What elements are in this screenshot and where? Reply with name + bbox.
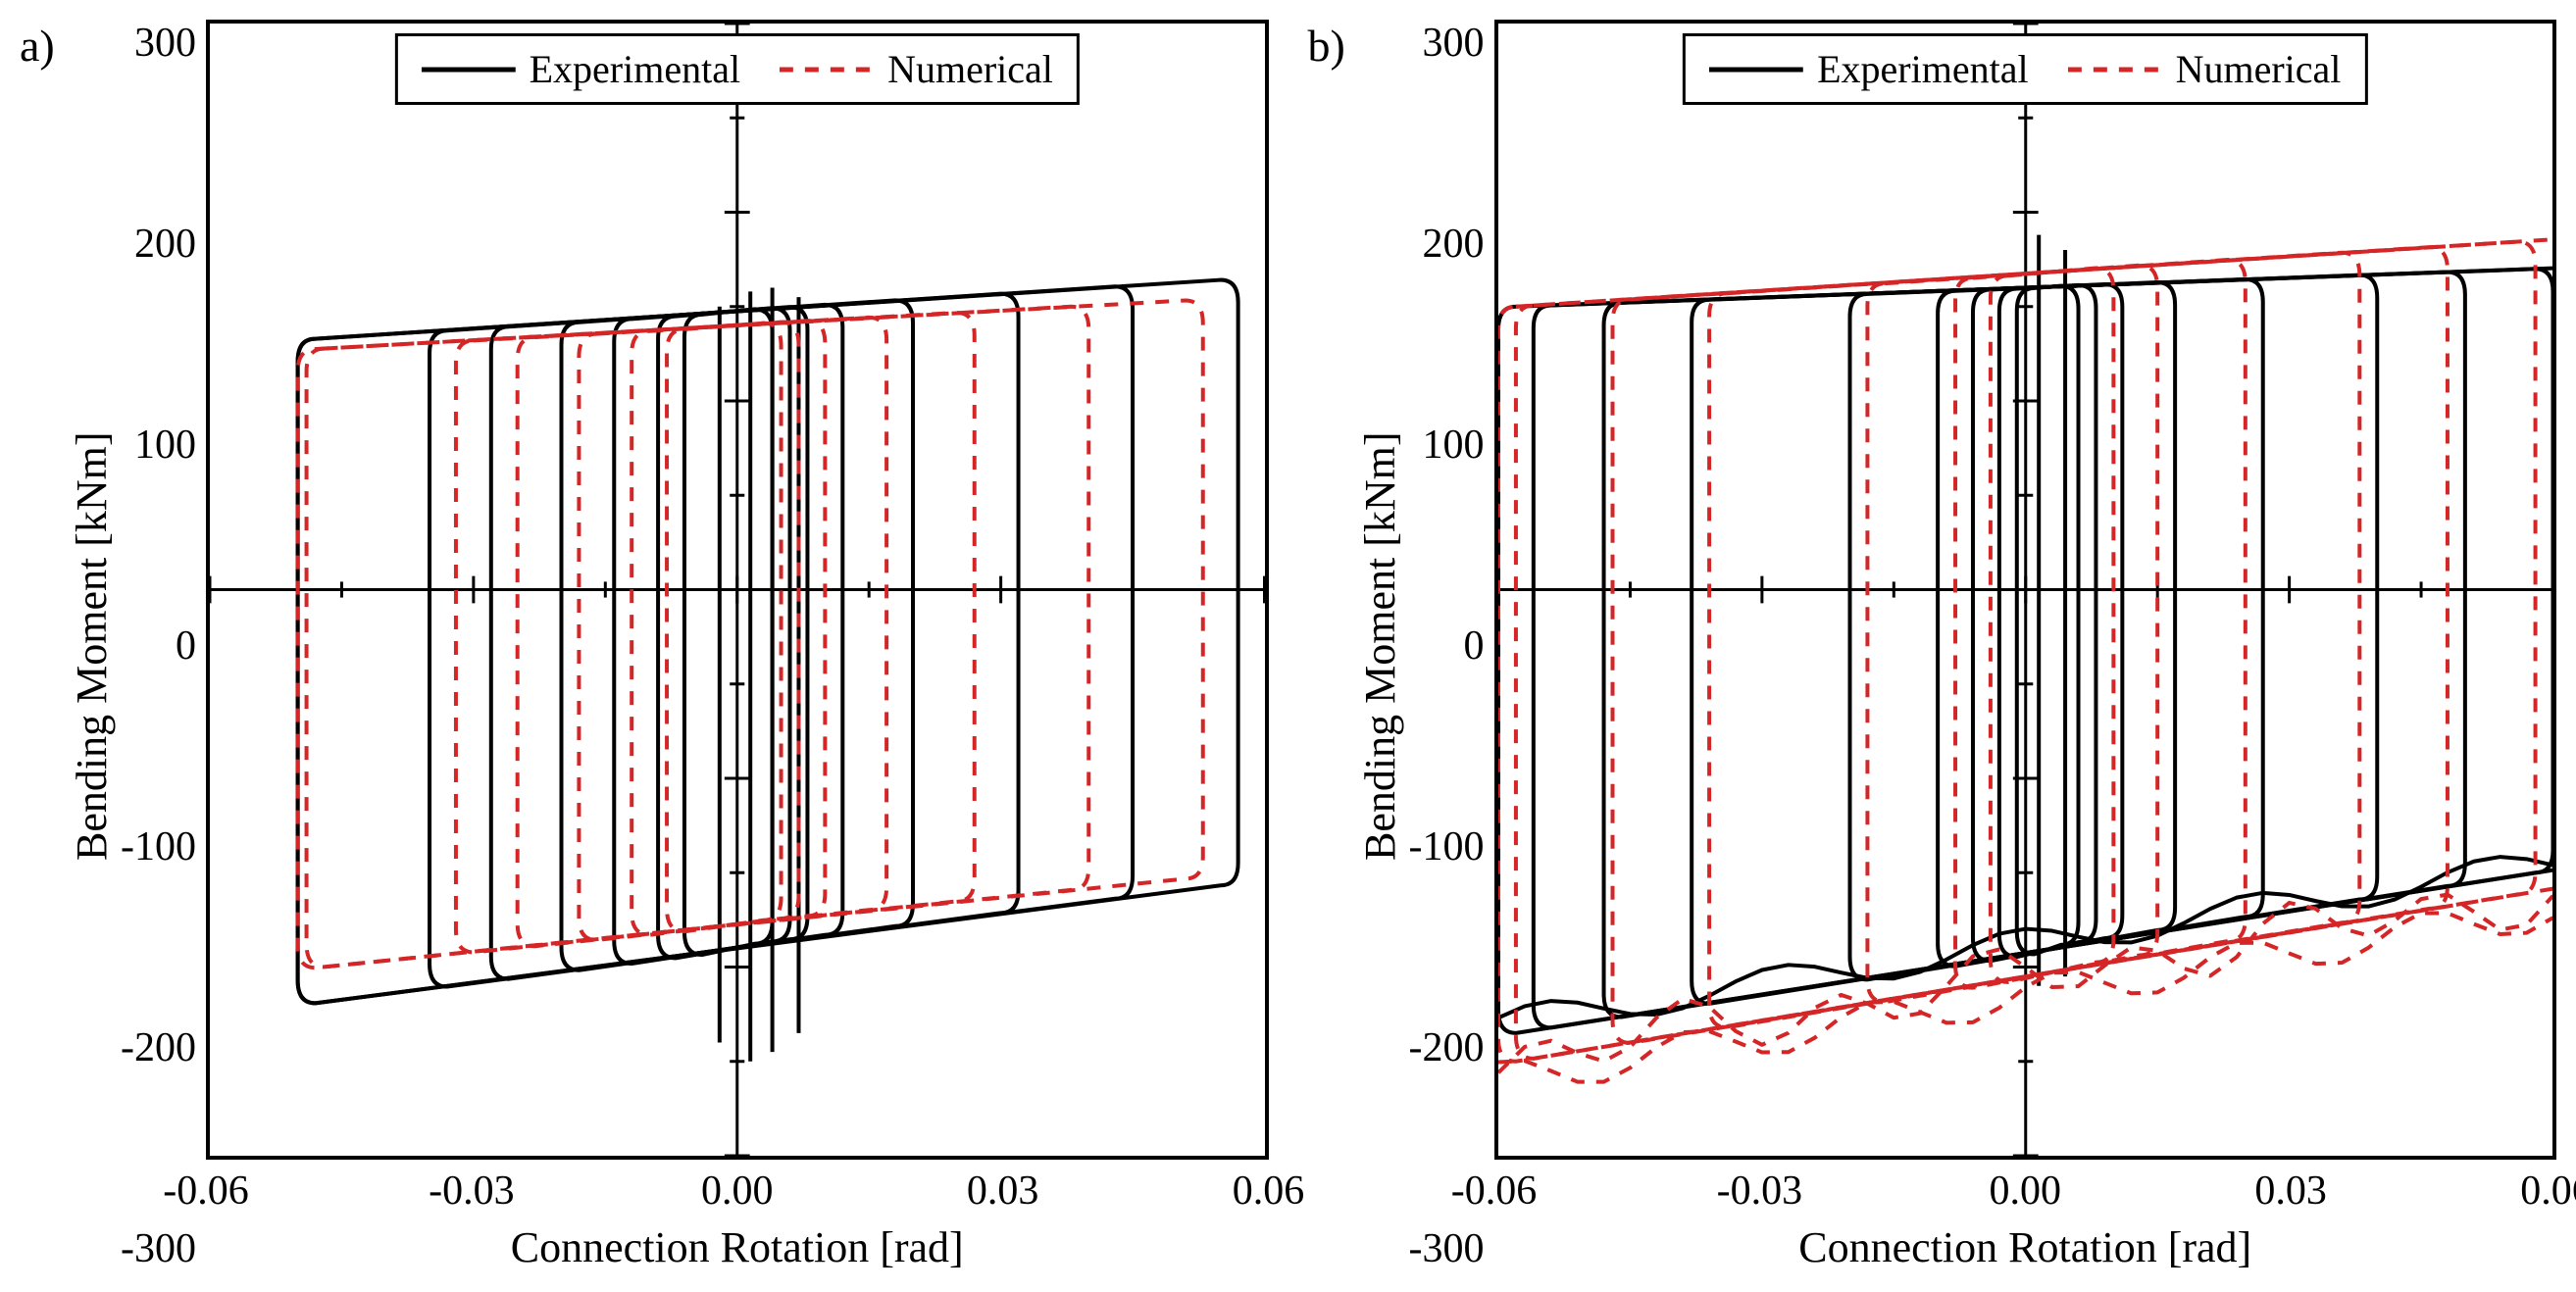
panel-a-label: a) (20, 20, 55, 72)
legend-label: Numerical (2176, 46, 2342, 92)
legend-label: Numerical (887, 46, 1053, 92)
legend-item: Numerical (780, 46, 1053, 92)
xticks-a: -0.06-0.030.000.030.06 (206, 1160, 1269, 1217)
xlabel-a: Connection Rotation [rad] (206, 1217, 1269, 1272)
legend-b: Experimental Numerical (1683, 33, 2367, 105)
legend-label: Experimental (1817, 46, 2028, 92)
figure: a) Bending Moment [kNm] 3002001000-100-2… (20, 20, 2556, 1272)
plot-a-svg (210, 24, 1265, 1156)
panel-b-label: b) (1308, 20, 1345, 72)
legend-label: Experimental (530, 46, 740, 92)
legend-item: Experimental (1709, 46, 2028, 92)
panel-b: b) Bending Moment [kNm] 3002001000-100-2… (1308, 20, 2557, 1272)
plot-b-svg (1498, 24, 2553, 1156)
yticks-a: 3002001000-100-200-300 (121, 20, 206, 1272)
plot-b: Experimental Numerical (1494, 20, 2557, 1160)
legend-item: Experimental (422, 46, 740, 92)
xlabel-b: Connection Rotation [rad] (1494, 1217, 2557, 1272)
legend-a: Experimental Numerical (395, 33, 1080, 105)
plot-a: Experimental Numerical (206, 20, 1269, 1160)
legend-item: Numerical (2068, 46, 2342, 92)
ylabel-b: Bending Moment [kNm] (1351, 20, 1409, 1272)
ylabel-a: Bending Moment [kNm] (63, 20, 121, 1272)
xticks-b: -0.06-0.030.000.030.06 (1494, 1160, 2557, 1217)
panel-a: a) Bending Moment [kNm] 3002001000-100-2… (20, 20, 1269, 1272)
yticks-b: 3002001000-100-200-300 (1409, 20, 1494, 1272)
